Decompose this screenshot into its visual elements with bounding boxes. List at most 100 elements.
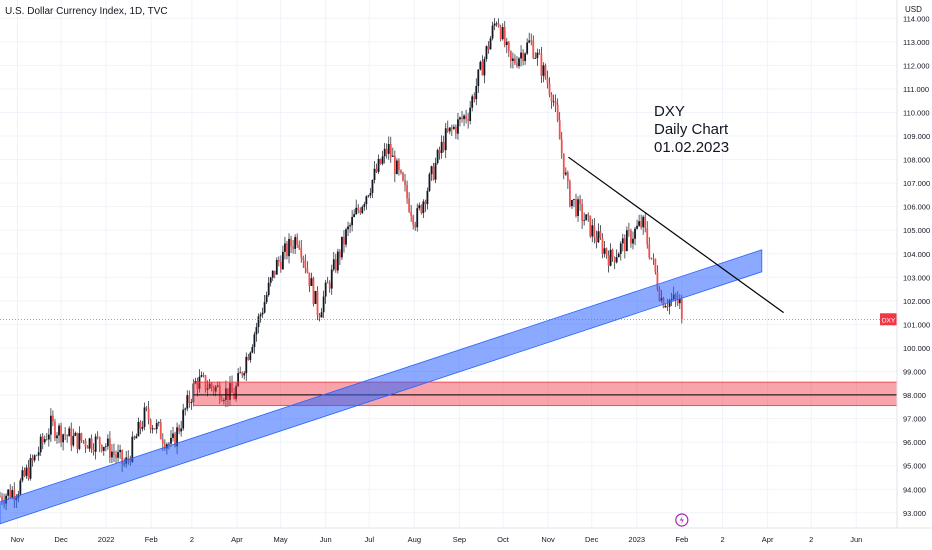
y-tick-label: 93.000 [903, 509, 926, 518]
y-tick-label: 99.000 [903, 368, 926, 377]
y-tick-label: 106.000 [903, 203, 930, 212]
candle-body [298, 244, 301, 249]
candle-body [131, 436, 134, 462]
candle-body [619, 243, 622, 254]
x-tick-label: 2023 [628, 535, 645, 544]
candle-body [29, 457, 32, 479]
candle-body [245, 356, 248, 374]
candle-body [290, 238, 292, 247]
x-tick-label: 2 [190, 535, 194, 544]
candle-body [88, 438, 91, 449]
candle-body [621, 238, 624, 244]
candle-body [198, 376, 201, 389]
candle-body [320, 312, 323, 318]
candle-body [54, 421, 56, 439]
candle-body [461, 117, 463, 120]
candle-body [345, 229, 347, 245]
candle-body [544, 65, 547, 78]
candle-body [68, 428, 71, 437]
candle-body [49, 415, 52, 435]
candle-body [35, 455, 38, 457]
y-tick-label: 95.000 [903, 462, 926, 471]
candle-body [60, 425, 62, 443]
candle-body [39, 436, 42, 453]
candle-body [489, 38, 492, 50]
candle-body [208, 383, 211, 389]
candle-body [611, 249, 614, 257]
y-tick-label: 108.000 [903, 156, 930, 165]
candle-body [31, 457, 34, 461]
y-tick-label: 96.000 [903, 438, 926, 447]
candle-body [465, 115, 467, 120]
candle-body [241, 372, 244, 376]
candle-body [100, 444, 103, 451]
candle-body [202, 375, 205, 376]
x-tick-label: May [273, 535, 287, 544]
candle-body [562, 153, 565, 175]
candle-body [304, 260, 307, 269]
candle-body [414, 224, 417, 228]
candle-body [310, 278, 313, 286]
descending-trend-line [568, 156, 784, 314]
y-tick-label: 109.000 [903, 132, 930, 141]
candle-body [220, 400, 223, 402]
candle-body [571, 199, 573, 207]
y-tick-label: 112.000 [903, 61, 930, 70]
candle-body [275, 259, 278, 275]
candle-body [499, 26, 502, 40]
candle-body [282, 251, 284, 270]
candle-body [265, 295, 268, 303]
candle-body [180, 428, 183, 432]
candle-body [564, 172, 567, 175]
candle-body [534, 57, 537, 59]
candle-body [589, 215, 592, 237]
candle-body [336, 251, 339, 271]
candle-body [530, 40, 533, 42]
x-tick-label: Dec [585, 535, 599, 544]
candle-body [72, 435, 75, 446]
candle-body [361, 206, 364, 213]
candle-body [149, 419, 152, 430]
candle-body [141, 426, 144, 429]
candle-body [383, 148, 386, 157]
chart-annotation: DXY Daily Chart 01.02.2023 [654, 103, 729, 157]
candle-body [536, 52, 539, 58]
candle-body [623, 238, 626, 252]
candle-body [170, 437, 172, 444]
candle-body [11, 490, 14, 498]
candle-body [387, 143, 390, 154]
candle-body [507, 41, 510, 52]
candle-body [514, 58, 516, 64]
candle-body [556, 104, 559, 121]
candle-body [550, 94, 553, 102]
candle-body [37, 452, 40, 456]
candle-body [172, 433, 174, 438]
candle-body [300, 248, 303, 258]
candle-body [157, 422, 160, 424]
candle-body [359, 210, 362, 213]
candle-body [575, 199, 577, 216]
x-tick-label: Aug [408, 535, 421, 544]
candle-body [322, 296, 325, 313]
candle-body [200, 375, 203, 377]
candle-body [375, 168, 378, 172]
annotation-line-3: 01.02.2023 [654, 139, 730, 156]
candle-body [479, 61, 482, 70]
candle-body [251, 346, 254, 353]
y-tick-label: 104.000 [903, 250, 930, 259]
candle-body [491, 25, 494, 39]
candle-body [568, 181, 571, 207]
candlesticks [0, 18, 683, 511]
candle-body [151, 428, 154, 430]
candle-body [406, 185, 408, 199]
candle-body [271, 270, 274, 278]
candle-body [13, 490, 16, 501]
x-tick-label: Jul [364, 535, 374, 544]
candle-body [444, 128, 447, 151]
candle-body [161, 439, 164, 444]
candle-body [365, 196, 368, 205]
candle-body [395, 160, 398, 175]
candle-body [538, 52, 541, 55]
candle-body [428, 174, 431, 191]
candle-body [560, 139, 563, 154]
